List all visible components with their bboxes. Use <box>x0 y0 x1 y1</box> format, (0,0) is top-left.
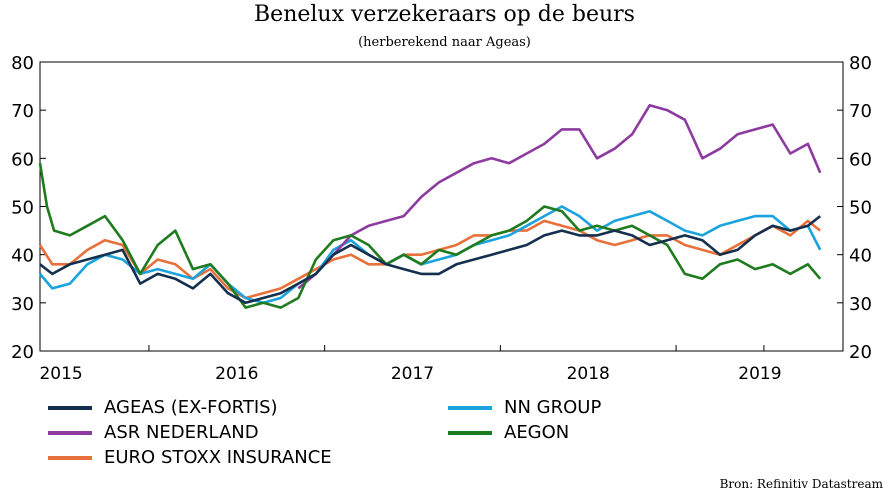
y-tick-label-left: 80 <box>11 53 34 74</box>
y-tick-label-right: 70 <box>849 101 872 122</box>
series-line-asr <box>297 104 822 290</box>
legend-swatch-aegon <box>448 430 492 435</box>
legend-label-aegon: AEGON <box>504 422 570 443</box>
series-line-aegon <box>38 162 822 309</box>
y-tick-label-right: 20 <box>849 342 872 363</box>
legend-label-nn: NN GROUP <box>504 397 602 418</box>
y-tick-label-right: 30 <box>849 294 872 315</box>
y-tick-label-left: 70 <box>11 101 34 122</box>
legend-item-asr: ASR NEDERLAND <box>48 422 259 443</box>
x-tick-label: 2019 <box>738 364 781 384</box>
series-line-nn <box>39 205 822 305</box>
x-tick-label: 2016 <box>215 364 258 384</box>
legend-item-stoxx: EURO STOXX INSURANCE <box>48 447 332 468</box>
legend-swatch-nn <box>448 405 492 410</box>
legend-swatch-asr <box>48 430 92 435</box>
legend-item-ageas: AGEAS (EX-FORTIS) <box>48 397 278 418</box>
y-tick-label-left: 60 <box>11 149 34 170</box>
y-tick-label-right: 40 <box>849 246 872 267</box>
legend-swatch-stoxx <box>48 455 92 460</box>
series-line-stoxx <box>38 219 822 300</box>
source-note: Bron: Refinitiv Datastream <box>719 477 883 491</box>
series-line-ageas <box>39 215 822 305</box>
y-tick-label-right: 50 <box>849 198 872 219</box>
x-tick-label: 2018 <box>567 364 610 384</box>
y-tick-label-left: 20 <box>11 342 34 363</box>
y-tick-label-left: 30 <box>11 294 34 315</box>
legend-item-aegon: AEGON <box>448 422 569 443</box>
legend-label-asr: ASR NEDERLAND <box>104 422 259 443</box>
chart-subtitle: (herberekend naar Ageas) <box>358 35 531 50</box>
series-layer <box>38 104 822 309</box>
y-tick-label-right: 80 <box>849 53 872 74</box>
legend-label-stoxx: EURO STOXX INSURANCE <box>104 447 332 468</box>
y-tick-label-left: 50 <box>11 198 34 219</box>
x-tick-label: 2017 <box>391 364 434 384</box>
legend-item-nn: NN GROUP <box>448 397 601 418</box>
legend-swatch-ageas <box>48 405 92 410</box>
chart-title: Benelux verzekeraars op de beurs <box>254 2 635 27</box>
x-tick-label: 2015 <box>39 364 82 384</box>
axes-layer: 20 20 30 30 40 40 50 50 60 60 70 70 80 80 2015 2016 2017… <box>11 53 872 384</box>
y-tick-label-left: 40 <box>11 246 34 267</box>
plot-frame <box>39 61 844 352</box>
legend-label-ageas: AGEAS (EX-FORTIS) <box>104 397 278 418</box>
y-tick-label-right: 60 <box>849 149 872 170</box>
